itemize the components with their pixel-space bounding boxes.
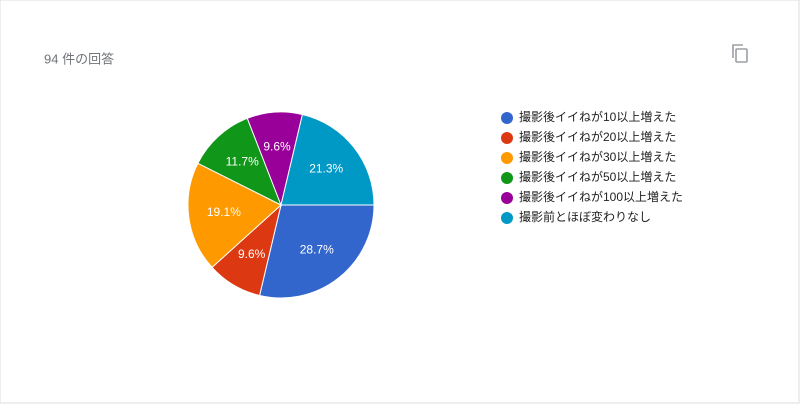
- copy-icon-back: [732, 44, 743, 58]
- legend-swatch: [501, 212, 513, 224]
- pie-slice: [280, 113, 375, 206]
- legend-swatch: [501, 172, 513, 184]
- slice-label: 11.7%: [226, 155, 259, 169]
- slice-label: 19.1%: [207, 205, 241, 219]
- legend-label: 撮影後イイねが100以上増えた: [519, 189, 683, 204]
- pie-slice: [197, 117, 282, 207]
- slice-label: 21.3%: [309, 161, 343, 175]
- legend-label: 撮影後イイねが20以上増えた: [519, 129, 676, 144]
- legend-label: 撮影後イイねが30以上増えた: [519, 149, 676, 164]
- legend-swatch: [501, 132, 513, 144]
- slice-label: 28.7%: [300, 242, 334, 256]
- legend-swatch: [501, 192, 513, 204]
- legend-label: 撮影後イイねが50以上増えた: [519, 169, 676, 184]
- copy-icon-front: [735, 48, 748, 63]
- legend-swatch: [501, 152, 513, 164]
- legend-swatch: [501, 112, 513, 124]
- pie-slice: [187, 162, 282, 269]
- legend-label: 撮影前とほぼ変わりなし: [519, 209, 651, 224]
- slice-label: 9.6%: [238, 247, 266, 261]
- pie-slice: [258, 204, 375, 299]
- legend-label: 撮影後イイねが10以上増えた: [519, 109, 676, 124]
- slice-label: 9.6%: [263, 140, 291, 154]
- copy-button[interactable]: [732, 44, 748, 63]
- chart-title: 94 件の回答: [44, 51, 114, 66]
